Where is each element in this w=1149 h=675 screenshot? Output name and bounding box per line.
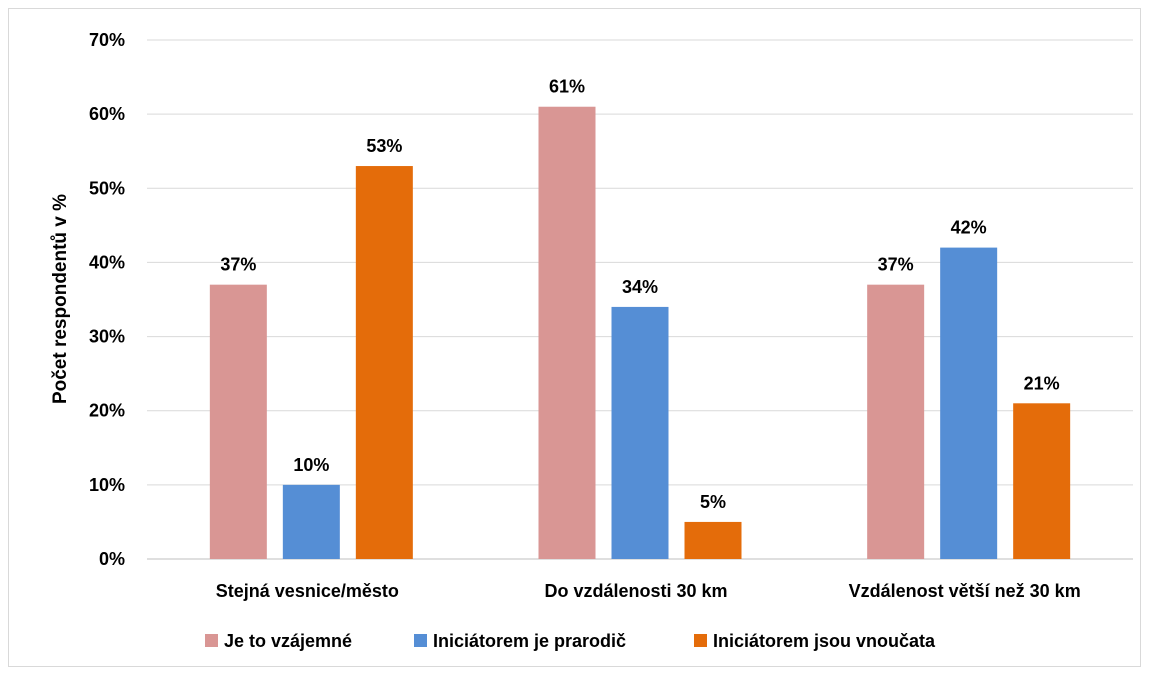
- y-tick-label: 10%: [89, 475, 125, 495]
- data-label: 21%: [1024, 373, 1060, 393]
- data-label: 10%: [293, 455, 329, 475]
- y-tick-label: 60%: [89, 104, 125, 124]
- data-label: 42%: [951, 218, 987, 238]
- legend-label: Iniciátorem je prarodič: [433, 631, 626, 651]
- y-axis-ticks: 0% 10% 20% 30% 40% 50% 60% 70%: [89, 30, 125, 569]
- data-label: 53%: [366, 136, 402, 156]
- legend-label: Je to vzájemné: [224, 631, 352, 651]
- legend-swatch: [205, 634, 218, 647]
- bar: [867, 284, 925, 559]
- data-label: 34%: [622, 277, 658, 297]
- y-tick-label: 40%: [89, 252, 125, 272]
- data-labels: 37% 10% 53% 61% 34% 5% 37% 42% 21%: [220, 77, 1059, 512]
- legend-swatch: [694, 634, 707, 647]
- x-axis-categories: Stejná vesnice/město Do vzdálenosti 30 km…: [216, 581, 1081, 601]
- y-tick-label: 70%: [89, 30, 125, 50]
- y-tick-label: 0%: [99, 549, 125, 569]
- bar: [209, 284, 267, 559]
- bar: [282, 484, 340, 559]
- x-category-label: Stejná vesnice/město: [216, 581, 399, 601]
- legend: Je to vzájemné Iniciátorem je prarodič Ini…: [205, 631, 936, 651]
- data-label: 5%: [700, 492, 726, 512]
- y-tick-label: 50%: [89, 178, 125, 198]
- data-label: 37%: [878, 255, 914, 275]
- bar: [611, 306, 669, 559]
- legend-label: Iniciátorem jsou vnoučata: [713, 631, 936, 651]
- y-tick-label: 20%: [89, 401, 125, 421]
- x-category-label: Vzdálenost větší než 30 km: [849, 581, 1081, 601]
- bar: [538, 106, 596, 559]
- x-category-label: Do vzdálenosti 30 km: [544, 581, 727, 601]
- bar: [684, 521, 742, 559]
- bar: [940, 247, 998, 559]
- y-axis-label: Počet respondentů v %: [50, 194, 71, 404]
- legend-swatch: [414, 634, 427, 647]
- bar: [355, 166, 413, 560]
- bars: [209, 106, 1071, 560]
- y-tick-label: 30%: [89, 327, 125, 347]
- data-label: 37%: [220, 255, 256, 275]
- data-label: 61%: [549, 77, 585, 97]
- bar: [1013, 403, 1071, 559]
